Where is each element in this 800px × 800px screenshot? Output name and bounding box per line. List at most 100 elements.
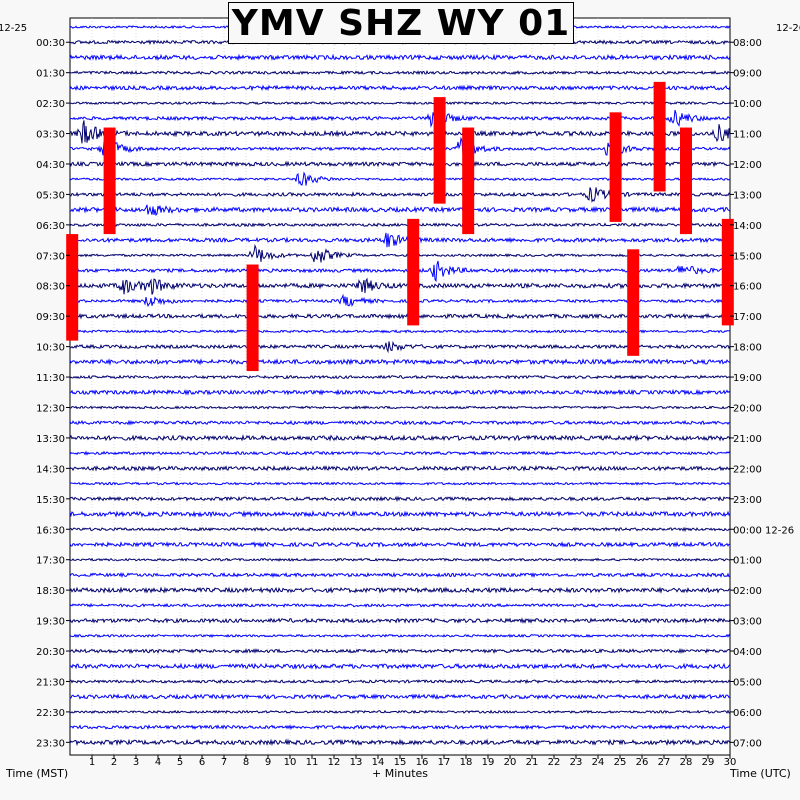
- trace-line: [69, 53, 731, 62]
- right-tick-label: 03:00: [733, 617, 762, 628]
- trace-line: [69, 312, 731, 320]
- left-tick-label: 05:30: [36, 190, 65, 201]
- left-axis-label: Time (MST): [5, 767, 68, 780]
- right-tick-label: 15:00: [733, 251, 762, 262]
- x-tick-label: 30: [724, 757, 737, 768]
- right-tick-label: 16:00: [733, 282, 762, 293]
- trace-line: [69, 260, 730, 283]
- clipped-event-bar: [246, 264, 259, 372]
- trace-line: [69, 100, 731, 106]
- chart-title-box: YMV SHZ WY 01: [228, 2, 574, 44]
- left-tick-label: 16:30: [36, 525, 65, 536]
- x-tick-label: 16: [416, 757, 429, 768]
- right-time-ticks: 08:00 09:00 10:00 11:00 12:00 13:00 14:00 15:00…: [730, 38, 794, 749]
- x-tick-label: 18: [460, 757, 473, 768]
- right-tick-label: 09:00: [733, 69, 762, 80]
- chart-title: YMV SHZ WY 01: [231, 2, 571, 44]
- trace-line: [69, 557, 731, 562]
- clipped-event-bar: [653, 81, 666, 192]
- x-tick-label: 17: [438, 757, 451, 768]
- trace-line: [69, 329, 731, 334]
- right-tick-label: 02:00: [733, 586, 762, 597]
- trace-line: [69, 647, 731, 655]
- left-tick-label: 13:30: [36, 434, 65, 445]
- left-tick-label: 19:30: [36, 617, 65, 628]
- right-tick-label: 11:00: [733, 130, 762, 141]
- left-tick-label: 00:30: [36, 38, 65, 49]
- trace-line: [69, 662, 731, 670]
- x-tick-label: 23: [570, 757, 583, 768]
- x-tick-label: 12: [328, 757, 341, 768]
- x-tick-label: 5: [177, 757, 183, 768]
- right-tick-label: 04:00: [733, 647, 762, 658]
- trace-line: [69, 450, 731, 456]
- right-tick-label: 05:00: [733, 677, 762, 688]
- trace-line: [69, 571, 731, 579]
- right-tick-label: 01:00: [733, 556, 762, 567]
- date-left: 12-25: [0, 23, 27, 34]
- trace-line: [69, 243, 731, 263]
- x-tick-label: 19: [482, 757, 495, 768]
- left-tick-label: 17:30: [36, 556, 65, 567]
- x-tick-label: 14: [372, 757, 385, 768]
- x-tick-label: 2: [111, 757, 117, 768]
- trace-line: [69, 633, 731, 638]
- clipped-event-bar: [462, 127, 475, 235]
- trace-line: [69, 84, 731, 92]
- x-tick-label: 1: [89, 757, 95, 768]
- trace-line: [69, 419, 731, 426]
- x-tick-label: 6: [199, 757, 205, 768]
- x-tick-label: 11: [306, 757, 319, 768]
- trace-line: [69, 709, 731, 714]
- left-tick-label: 09:30: [36, 312, 65, 323]
- clipped-events: [66, 81, 734, 372]
- right-tick-label: 21:00: [733, 434, 762, 445]
- clipped-event-bar: [721, 218, 734, 326]
- bottom-axis-label: + Minutes: [372, 767, 428, 780]
- right-tick-label: 08:00: [733, 38, 762, 49]
- right-tick-label: 14:00: [733, 221, 762, 232]
- right-axis-label: Time (UTC): [729, 767, 791, 780]
- left-tick-label: 21:30: [36, 677, 65, 688]
- plot-area: [69, 17, 731, 756]
- left-tick-label: 02:30: [36, 99, 65, 110]
- trace-line: [69, 232, 731, 248]
- x-tick-label: 29: [702, 757, 715, 768]
- clipped-event-bar: [407, 218, 420, 326]
- clipped-event-bar: [680, 127, 692, 235]
- trace-line: [69, 277, 731, 295]
- right-tick-label: 23:00: [733, 495, 762, 506]
- x-tick-label: 3: [133, 757, 139, 768]
- x-tick-label: 10: [284, 757, 297, 768]
- left-tick-label: 06:30: [36, 221, 65, 232]
- trace-line: [69, 526, 731, 532]
- trace-line: [69, 495, 731, 503]
- trace-line: [69, 222, 731, 228]
- trace-line: [69, 541, 731, 548]
- left-tick-label: 07:30: [36, 251, 65, 262]
- x-tick-label: 22: [548, 757, 561, 768]
- left-time-ticks: 00:30 01:30 02:30 03:30 04:30 05:30 06:30 07:30…: [36, 38, 70, 749]
- x-tick-label: 15: [394, 757, 407, 768]
- x-tick-label: 24: [592, 757, 605, 768]
- right-tick-label: 19:00: [733, 373, 762, 384]
- clipped-event-bar: [433, 97, 446, 204]
- right-tick-label: 12:00: [733, 160, 762, 171]
- trace-line: [69, 481, 731, 486]
- left-tick-label: 04:30: [36, 160, 65, 171]
- trace-line: [69, 433, 731, 442]
- x-ticks: 1 2 3 4 5 6 7 8 9 10 11 12 13 14 15 16 17 18 19 20 21 22 23 24 2…: [89, 755, 737, 768]
- clipped-event-bar: [66, 234, 79, 341]
- left-tick-label: 03:30: [36, 130, 65, 141]
- trace-line: [69, 617, 731, 624]
- trace-line: [69, 293, 731, 308]
- right-tick-label: 22:00: [733, 464, 762, 475]
- x-tick-label: 28: [680, 757, 693, 768]
- x-tick-label: 4: [155, 757, 161, 768]
- x-tick-label: 9: [265, 757, 271, 768]
- right-tick-label: 00:00 12-26: [733, 525, 794, 536]
- left-tick-label: 14:30: [36, 464, 65, 475]
- trace-line: [69, 510, 731, 518]
- left-tick-label: 18:30: [36, 586, 65, 597]
